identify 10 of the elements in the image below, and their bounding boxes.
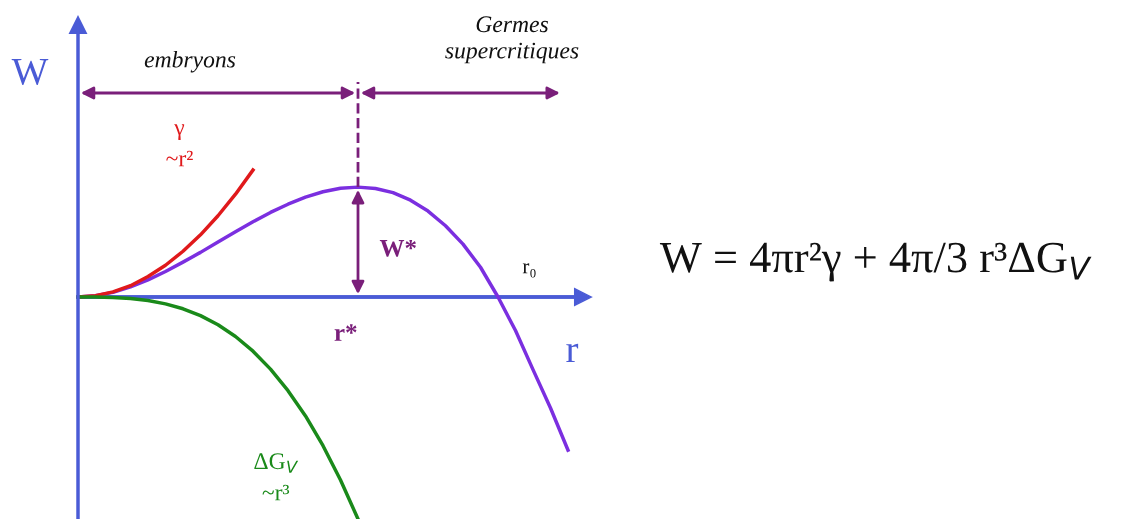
annotation: r₀ xyxy=(522,263,536,278)
annotation: r* xyxy=(334,324,357,341)
x-axis-title: r xyxy=(566,343,579,362)
text: W = 4πr²γ + 4π/3 r³ΔG$_{V}$ xyxy=(659,242,1092,282)
annotation: W* xyxy=(379,239,416,257)
text: embryons xyxy=(144,50,236,73)
text: Germes supercritiques xyxy=(445,16,579,64)
y-axis-title: W xyxy=(11,58,49,85)
series-label: ΔG$_{V}$ ~r³ xyxy=(254,453,299,501)
text: γ ~r² xyxy=(166,124,193,167)
